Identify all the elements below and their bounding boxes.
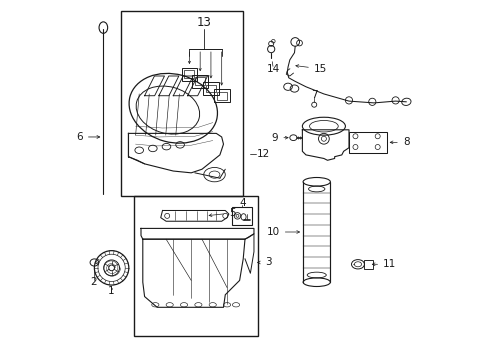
Text: 6: 6 [76,132,100,142]
Bar [203,82,219,95]
Text: 11: 11 [372,259,396,269]
Text: 5: 5 [209,208,236,218]
Text: 4: 4 [239,198,246,208]
Bar [232,207,252,225]
Text: 9: 9 [272,133,288,143]
Text: 10: 10 [267,227,299,237]
Bar [195,77,205,85]
Bar [192,75,208,88]
Text: 2: 2 [90,277,97,287]
Text: 12: 12 [257,149,270,159]
Bar [349,132,387,153]
Bar [217,92,227,100]
Text: 3: 3 [258,257,271,267]
Bar [122,12,243,196]
Bar [184,70,195,78]
Bar [206,85,216,93]
Bar [214,89,230,102]
Text: 7: 7 [311,90,318,100]
Text: 14: 14 [267,64,280,74]
Bar [365,260,373,269]
Bar [134,196,258,336]
Text: 1: 1 [108,286,115,296]
Text: 13: 13 [196,16,211,29]
Text: 8: 8 [390,138,410,147]
Text: 15: 15 [296,64,327,74]
Bar [181,68,197,81]
